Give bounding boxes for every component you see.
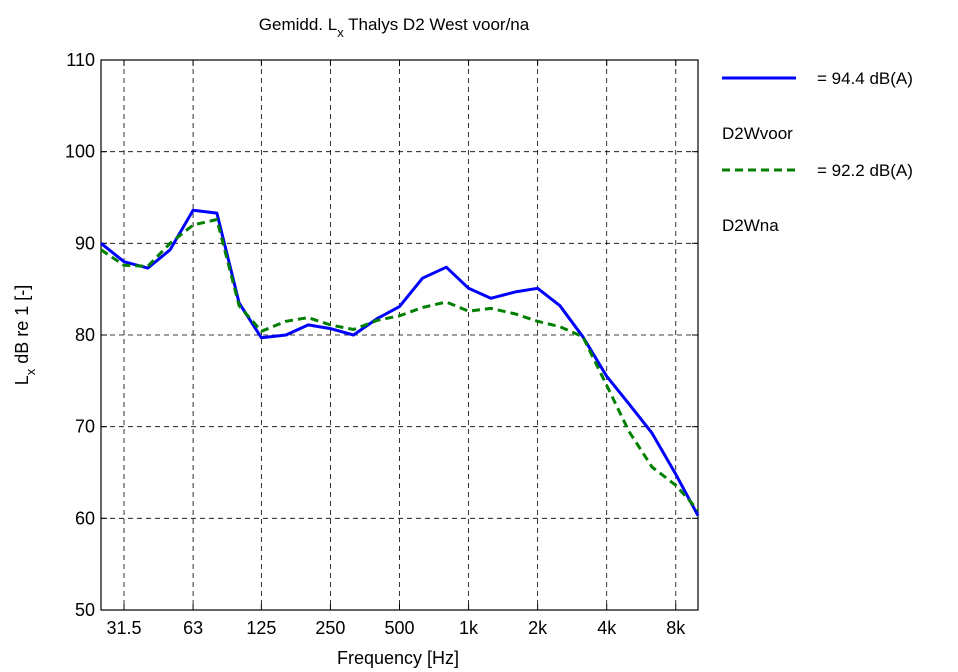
series-lines [100, 208, 700, 517]
chart-title: Gemidd. Lx Thalys D2 West voor/na [259, 15, 530, 40]
y-tick-label: 60 [75, 508, 95, 528]
y-tick-label: 90 [75, 233, 95, 253]
x-tick-label: 125 [246, 618, 276, 638]
legend-name-d2wna: D2Wna [722, 216, 779, 235]
legend-name-d2wvoor: D2Wvoor [722, 124, 793, 143]
x-tick-label: 2k [528, 618, 548, 638]
y-axis-label-part-2: dB re 1 [-] [12, 285, 32, 369]
y-tick-label: 100 [65, 142, 95, 162]
y-axis-label: Lx dB re 1 [-] [12, 285, 38, 386]
x-axis-ticks: 31.5 63 125 250 500 1k 2k 4k 8k [107, 60, 686, 638]
x-tick-label: 31.5 [107, 618, 142, 638]
grid [101, 60, 698, 610]
series-line-d2wvoor [100, 208, 700, 517]
y-tick-label: 110 [66, 50, 95, 70]
y-axis-label-subscript: x [23, 368, 38, 375]
y-axis-ticks: 50 60 70 80 90 100 110 [65, 50, 698, 620]
chart-title-part-1: Gemidd. L [259, 15, 337, 34]
legend-value-d2wna: = 92.2 dB(A) [817, 161, 913, 180]
x-tick-label: 500 [384, 618, 414, 638]
y-tick-label: 50 [75, 600, 95, 620]
x-axis-label: Frequency [Hz] [337, 648, 459, 668]
x-tick-label: 63 [183, 618, 203, 638]
x-tick-label: 1k [459, 618, 479, 638]
x-tick-label: 8k [666, 618, 686, 638]
series-line-d2wna [100, 218, 700, 512]
chart-title-part-2: Thalys D2 West voor/na [344, 15, 530, 34]
chart-title-subscript: x [337, 25, 344, 40]
legend: = 94.4 dB(A) D2Wvoor = 92.2 dB(A) D2Wna [722, 69, 913, 235]
y-tick-label: 70 [75, 417, 95, 437]
y-tick-label: 80 [75, 325, 95, 345]
y-axis-label-part-1: L [12, 375, 32, 385]
x-tick-label: 4k [597, 618, 617, 638]
x-tick-label: 250 [315, 618, 345, 638]
legend-value-d2wvoor: = 94.4 dB(A) [817, 69, 913, 88]
